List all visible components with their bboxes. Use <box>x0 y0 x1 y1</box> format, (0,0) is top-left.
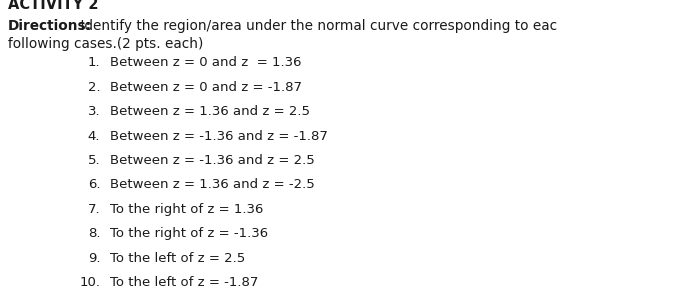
Text: 5.: 5. <box>87 154 100 167</box>
Text: To the left of z = -1.87: To the left of z = -1.87 <box>110 276 258 289</box>
Text: 6.: 6. <box>88 178 100 191</box>
Text: Between z = 1.36 and z = 2.5: Between z = 1.36 and z = 2.5 <box>110 105 310 118</box>
Text: Between z = 1.36 and z = -2.5: Between z = 1.36 and z = -2.5 <box>110 178 315 191</box>
Text: 3.: 3. <box>87 105 100 118</box>
Text: 8.: 8. <box>88 227 100 240</box>
Text: To the left of z = 2.5: To the left of z = 2.5 <box>110 252 245 265</box>
Text: Between z = 0 and z = -1.87: Between z = 0 and z = -1.87 <box>110 81 302 94</box>
Text: 1.: 1. <box>87 56 100 69</box>
Text: Between z = -1.36 and z = -1.87: Between z = -1.36 and z = -1.87 <box>110 130 327 142</box>
Text: Between z = -1.36 and z = 2.5: Between z = -1.36 and z = 2.5 <box>110 154 315 167</box>
Text: 9.: 9. <box>88 252 100 265</box>
Text: Directions:: Directions: <box>8 19 92 33</box>
Text: 4.: 4. <box>88 130 100 142</box>
Text: 10.: 10. <box>79 276 100 289</box>
Text: 2.: 2. <box>87 81 100 94</box>
Text: following cases.(2 pts. each): following cases.(2 pts. each) <box>8 37 203 51</box>
Text: 7.: 7. <box>87 203 100 216</box>
Text: Between z = 0 and z  = 1.36: Between z = 0 and z = 1.36 <box>110 56 301 69</box>
Text: To the right of z = 1.36: To the right of z = 1.36 <box>110 203 263 216</box>
Text: Identify the region/area under the normal curve corresponding to eac: Identify the region/area under the norma… <box>76 19 557 33</box>
Text: ACTIVITY 2: ACTIVITY 2 <box>8 0 98 12</box>
Text: To the right of z = -1.36: To the right of z = -1.36 <box>110 227 268 240</box>
